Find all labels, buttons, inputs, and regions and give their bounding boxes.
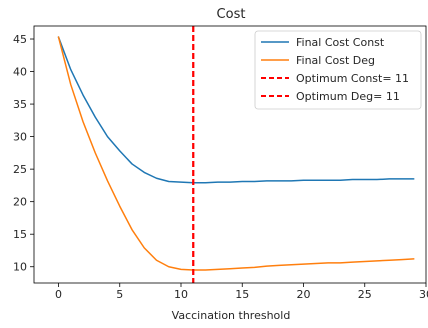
legend-label: Optimum Const= 11 [296,72,409,85]
x-tick-label: 5 [116,288,123,301]
series-line-1 [57,36,415,184]
y-tick-label: 25 [13,163,27,176]
legend-box [254,30,422,110]
legend-label: Final Cost Const [296,36,385,49]
x-tick-label: 15 [235,288,249,301]
x-tick-label: 30 [419,288,428,301]
x-axis-label: Vaccination threshold [172,309,291,322]
y-tick-label: 20 [13,196,27,209]
y-tick-label: 40 [13,66,27,79]
y-tick-label: 15 [13,228,27,241]
series-line-2 [57,36,415,271]
x-tick-label: 10 [174,288,188,301]
x-tick-label: 0 [55,288,62,301]
legend-label: Optimum Deg= 11 [296,90,400,103]
y-tick-label: 35 [13,98,27,111]
y-tick-label: 30 [13,131,27,144]
x-tick-label: 25 [358,288,372,301]
legend-label: Final Cost Deg [296,54,375,67]
chart-title: Cost [217,7,246,22]
y-tick-label: 10 [13,261,27,274]
plot-frame [33,25,427,284]
y-tick-label: 45 [13,33,27,46]
x-tick-label: 20 [297,288,311,301]
